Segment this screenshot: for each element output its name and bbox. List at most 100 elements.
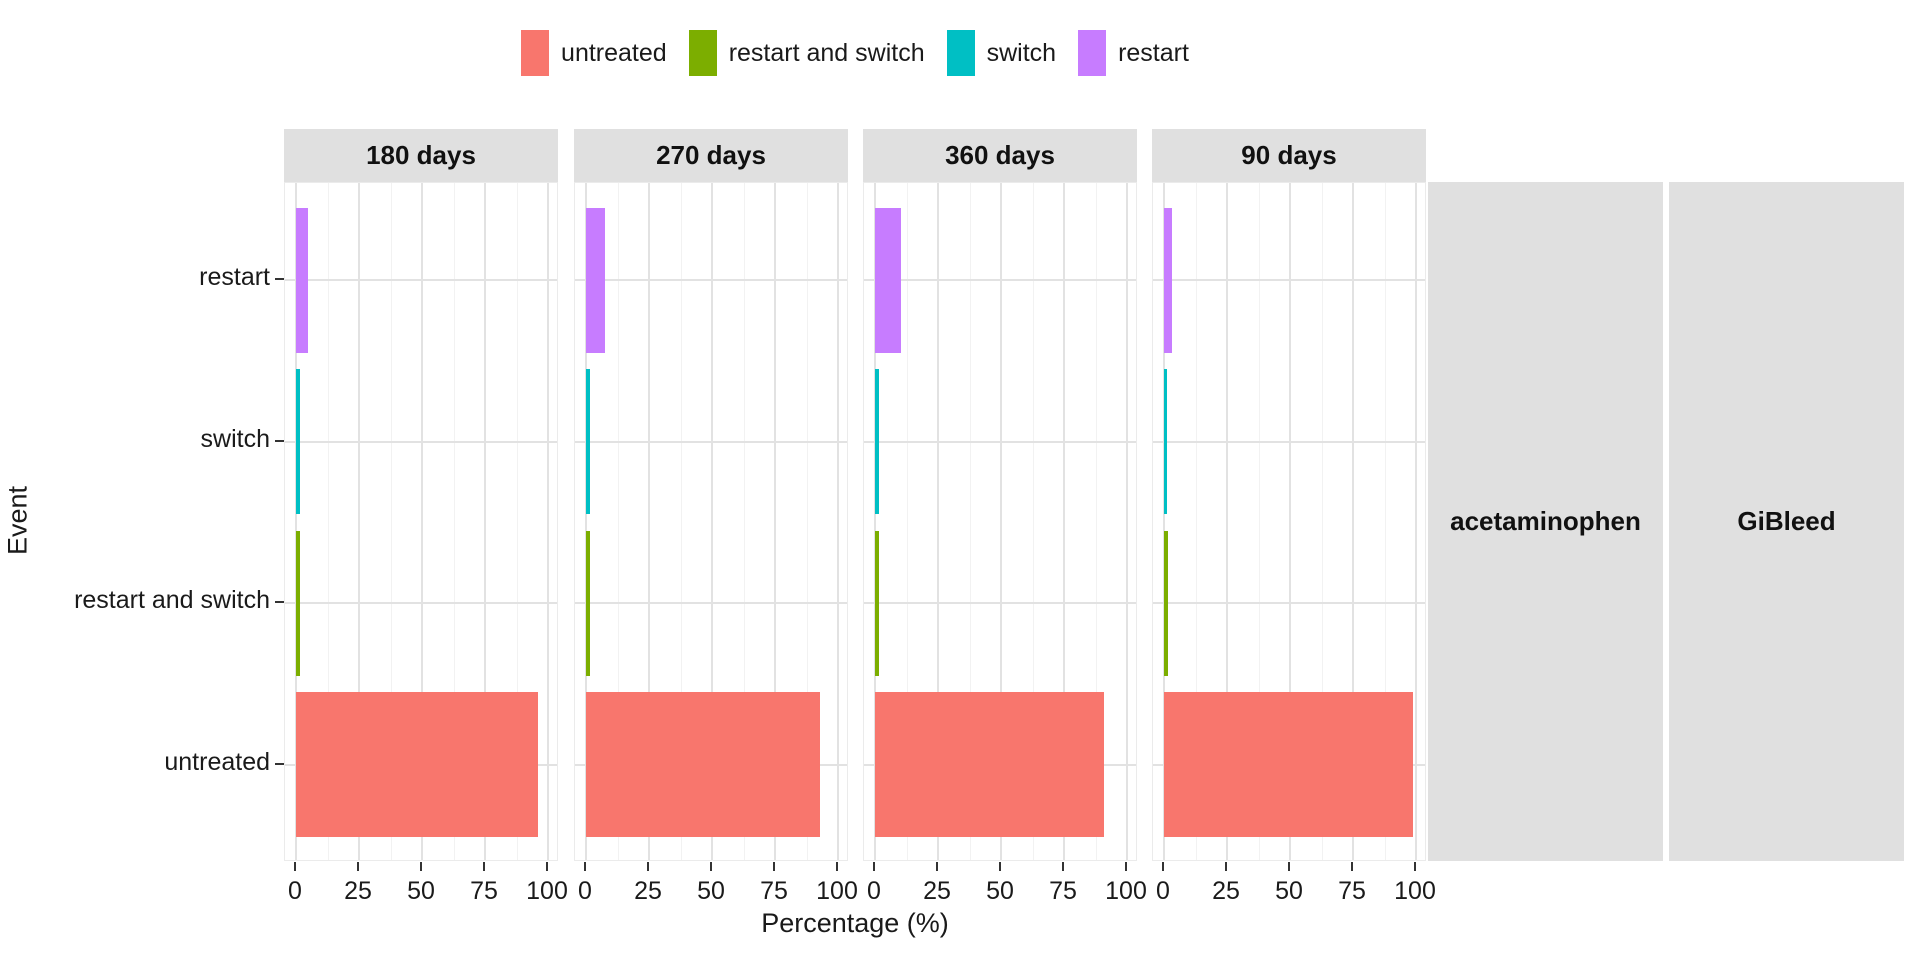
x-axis-tick-label: 50	[407, 877, 435, 905]
x-axis-tick-label: 0	[867, 877, 881, 905]
gridline-major	[1063, 183, 1065, 860]
gridline-major	[1153, 602, 1425, 605]
gridline-major	[358, 183, 360, 860]
x-axis-tick-label: 25	[923, 877, 951, 905]
facet-strip-3: 360 days	[863, 129, 1137, 182]
bar-restart-and-switch	[875, 530, 879, 676]
x-axis-tick-mark	[1288, 862, 1290, 871]
gridline-major	[711, 183, 713, 860]
gridline-major	[864, 602, 1136, 605]
bar-restart	[296, 207, 309, 353]
gridline-major	[421, 183, 423, 860]
x-axis-tick-mark	[999, 862, 1001, 871]
gridline-major	[484, 183, 486, 860]
gridline-major	[1289, 183, 1291, 860]
legend-item-label: restart and switch	[728, 39, 925, 67]
y-axis-title: Event	[2, 485, 33, 556]
y-axis-tick-label: restart	[199, 263, 270, 292]
legend-item-label: restart	[1118, 39, 1189, 67]
x-axis-tick-mark	[1414, 862, 1416, 871]
legend-item: restart and switch	[688, 30, 925, 76]
gridline-major	[575, 279, 847, 282]
facet-panel-4	[1152, 182, 1426, 861]
gridline-minor	[743, 183, 745, 860]
gridline-major	[648, 183, 650, 860]
x-axis-tick-mark	[873, 862, 875, 871]
gridline-minor	[327, 183, 329, 860]
x-axis-tick-mark	[936, 862, 938, 871]
gridline-major	[285, 440, 557, 443]
legend-item: restart	[1078, 30, 1189, 76]
x-axis-tick-mark	[1351, 862, 1353, 871]
x-axis-title: Percentage (%)	[761, 908, 949, 938]
facet-panel-2	[574, 182, 848, 861]
gridline-major	[1352, 183, 1354, 860]
x-axis-tick-label: 25	[344, 877, 372, 905]
x-axis-tick-mark	[1125, 862, 1127, 871]
gridline-minor	[1032, 183, 1034, 860]
gridline-major	[295, 183, 297, 860]
gridline-major	[285, 279, 557, 282]
x-axis-tick-label: 0	[1156, 877, 1170, 905]
legend-item: untreated	[521, 30, 667, 76]
x-axis-tick-mark	[483, 862, 485, 871]
gridline-minor	[906, 183, 908, 860]
x-axis-tick-mark	[420, 862, 422, 871]
gridline-minor	[1258, 183, 1260, 860]
gridline-major	[864, 440, 1136, 443]
gridline-major	[1163, 183, 1165, 860]
gridline-minor	[806, 183, 808, 860]
bar-restart-and-switch	[296, 530, 300, 676]
gridline-major	[1126, 183, 1128, 860]
gridline-minor	[1384, 183, 1386, 860]
gridline-major	[285, 602, 557, 605]
y-axis-tick-label: untreated	[164, 747, 270, 776]
gridline-major	[585, 183, 587, 860]
x-axis-tick-label: 75	[1049, 877, 1077, 905]
gridline-minor	[453, 183, 455, 860]
x-axis-tick-mark	[1225, 862, 1227, 871]
x-axis-tick-mark	[1162, 862, 1164, 871]
bar-untreated	[875, 692, 1105, 838]
x-axis-tick-label: 75	[1338, 877, 1366, 905]
bar-restart-and-switch	[586, 530, 590, 676]
bar-untreated	[296, 692, 538, 838]
gridline-minor	[1321, 183, 1323, 860]
legend-key-swatch	[688, 30, 717, 76]
gridline-minor	[617, 183, 619, 860]
y-axis-tick-mark	[275, 439, 284, 442]
gridline-major	[575, 440, 847, 443]
gridline-major	[937, 183, 939, 860]
y-axis-tick-mark	[275, 278, 284, 281]
facet-strip-2: 270 days	[574, 129, 848, 182]
gridline-minor	[390, 183, 392, 860]
bar-restart	[586, 207, 605, 353]
x-axis-tick-mark	[710, 862, 712, 871]
gridline-major	[547, 183, 549, 860]
gridline-minor	[969, 183, 971, 860]
gridline-major	[837, 183, 839, 860]
x-axis-tick-mark	[647, 862, 649, 871]
x-axis-tick-label: 100	[1394, 877, 1436, 905]
gridline-major	[1153, 440, 1425, 443]
gridline-major	[1000, 183, 1002, 860]
bar-switch	[586, 369, 590, 515]
y-axis-tick-mark	[275, 601, 284, 604]
gridline-minor	[1095, 183, 1097, 860]
gridline-major	[864, 279, 1136, 282]
x-axis-tick-mark	[294, 862, 296, 871]
x-axis-tick-label: 75	[760, 877, 788, 905]
x-axis-tick-label: 100	[1105, 877, 1147, 905]
facet-strip-1: 180 days	[284, 129, 558, 182]
x-axis-tick-label: 0	[578, 877, 592, 905]
gridline-minor	[1195, 183, 1197, 860]
bar-untreated	[586, 692, 821, 838]
gridline-minor	[680, 183, 682, 860]
legend-key-swatch	[946, 30, 975, 76]
x-axis-tick-label: 25	[634, 877, 662, 905]
facet-row-strip-2: GiBleed	[1669, 182, 1904, 861]
x-axis-tick-label: 100	[526, 877, 568, 905]
x-axis-tick-label: 75	[470, 877, 498, 905]
x-axis-tick-label: 50	[1275, 877, 1303, 905]
